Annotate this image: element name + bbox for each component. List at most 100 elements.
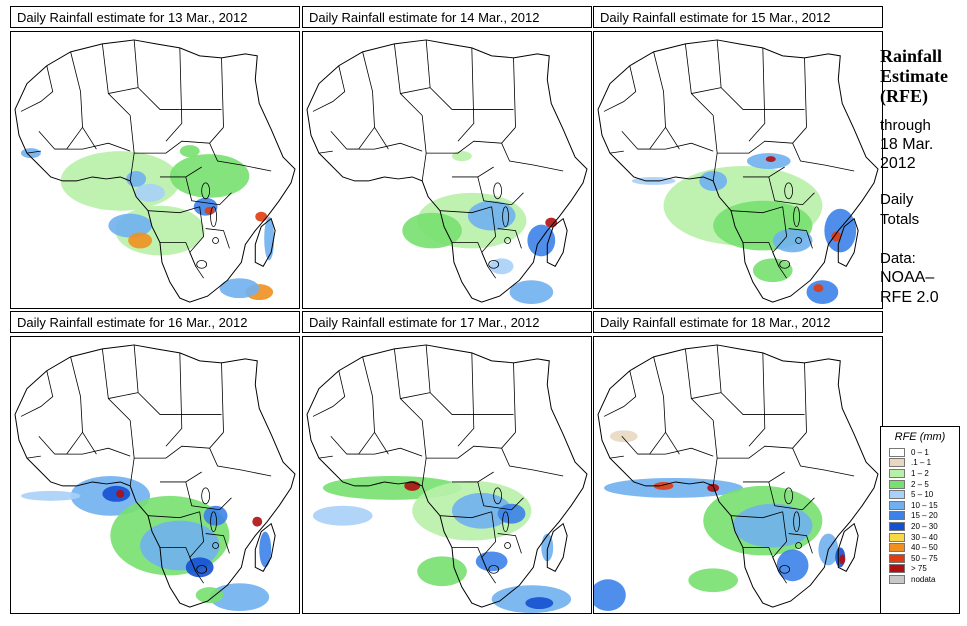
lake-outline (488, 564, 500, 574)
country-border (330, 131, 348, 150)
rainfall-area (839, 554, 846, 565)
country-border (54, 447, 131, 457)
rainfall-area (259, 531, 272, 568)
legend-item: 10 – 15 (881, 500, 959, 511)
legend-swatch (889, 458, 905, 468)
country-border (346, 142, 423, 152)
rainfall-area (707, 483, 720, 492)
country-border (318, 150, 333, 154)
country-border (665, 432, 680, 455)
country-border (209, 143, 272, 172)
country-border (133, 344, 180, 415)
data-label: Data: (880, 250, 916, 267)
country-border (312, 370, 346, 417)
country-border (768, 481, 815, 511)
legend-label: 5 – 10 (911, 490, 934, 500)
africa-landmass (598, 344, 878, 608)
country-border (717, 127, 807, 154)
panel-title: Daily Rainfall estimate for 18 Mar., 201… (593, 311, 883, 333)
rainfall-area (733, 503, 813, 548)
legend-item: 30 – 40 (881, 532, 959, 543)
rainfall-area (128, 232, 153, 249)
country-border (82, 432, 97, 455)
country-border (731, 511, 783, 519)
rainfall-area (688, 568, 738, 593)
legend-swatch (889, 490, 905, 500)
map-panel-14-mar: Daily Rainfall estimate for 14 Mar., 201… (302, 6, 594, 309)
africa-rainfall-map (302, 336, 592, 614)
legend-swatch (889, 543, 905, 553)
country-border (742, 242, 787, 279)
rainfall-area (108, 213, 153, 238)
legend-label: 10 – 15 (911, 500, 938, 510)
country-border (426, 127, 516, 154)
country-border (501, 448, 564, 477)
country-border (400, 392, 431, 399)
country-border (54, 142, 131, 152)
country-border (185, 481, 232, 511)
madagascar-coastline (837, 522, 859, 572)
lake-outline (201, 182, 211, 200)
through-label: through (880, 117, 931, 134)
lake-outline (793, 206, 800, 227)
rainfall-area (126, 170, 147, 187)
africa-rainfall-map (10, 31, 300, 309)
country-border (205, 228, 230, 249)
lake-outline (488, 259, 500, 269)
rainfall-area (169, 154, 250, 198)
rainfall-area (527, 224, 556, 257)
lake-outline (196, 564, 208, 574)
lake-outline (502, 511, 509, 532)
country-border (209, 448, 272, 477)
country-border (426, 432, 516, 459)
rainfall-area (219, 278, 260, 299)
legend-title: RFE (mm) (894, 431, 946, 443)
country-border (477, 176, 524, 206)
lake-outline (210, 511, 217, 532)
country-border (457, 352, 475, 447)
legend-item: 2 – 5 (881, 479, 959, 490)
country-border (788, 533, 813, 554)
country-border (440, 206, 492, 214)
map-panel-17-mar: Daily Rainfall estimate for 17 Mar., 201… (302, 311, 594, 614)
africa-coastline (597, 344, 879, 608)
country-border (451, 242, 496, 279)
madagascar-coastline (546, 217, 568, 267)
legend-swatch (889, 468, 905, 478)
end-year: 2012 (880, 155, 916, 172)
country-border (497, 533, 522, 554)
rainfall-area (255, 211, 268, 222)
legend-swatch (889, 511, 905, 521)
country-border (637, 142, 714, 152)
rainfall-area (813, 284, 824, 293)
country-border (716, 344, 763, 415)
legend-item: 1 – 2 (881, 468, 959, 479)
rainfall-area (752, 258, 793, 283)
rainfall-area (545, 217, 558, 228)
rainfall-area (451, 492, 512, 529)
rainfall-area (603, 477, 743, 498)
country-border (609, 150, 624, 154)
country-border (691, 392, 722, 399)
rainfall-area (451, 151, 472, 162)
country-border (330, 436, 348, 455)
lake-outline (779, 564, 791, 574)
country-border (38, 436, 56, 455)
country-border (425, 39, 472, 110)
country-border (603, 370, 637, 417)
rainfall-area (831, 231, 842, 242)
lake-outline (784, 487, 794, 505)
legend-swatch (889, 574, 905, 584)
lake-outline (212, 542, 219, 549)
country-border (451, 547, 496, 584)
country-border (159, 547, 204, 584)
country-border (804, 57, 807, 128)
rainfall-area (204, 206, 215, 215)
country-border (768, 176, 815, 206)
map-graphic (594, 344, 879, 612)
map-graphic (14, 39, 296, 303)
rainfall-area (475, 551, 508, 572)
legend-item: nodata (881, 574, 959, 585)
lake-outline (210, 206, 217, 227)
rainfall-area (489, 258, 514, 275)
